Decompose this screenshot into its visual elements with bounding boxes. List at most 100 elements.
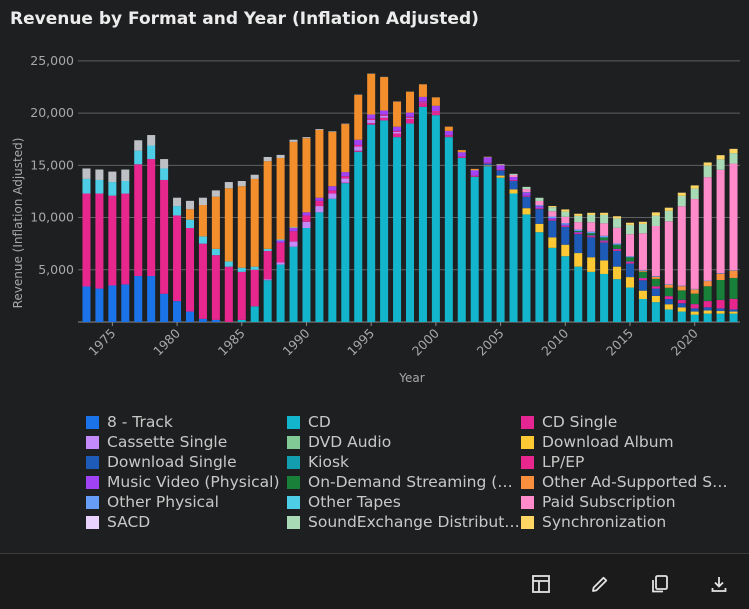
bar-segment[interactable] (496, 175, 505, 178)
bar-segment[interactable] (160, 168, 169, 180)
bar-segment[interactable] (600, 273, 609, 322)
bar-segment[interactable] (160, 159, 169, 169)
bar-stack-2006[interactable] (509, 173, 518, 322)
bar-stack-2003[interactable] (470, 168, 479, 322)
bar-segment[interactable] (690, 304, 699, 309)
bar-segment[interactable] (263, 248, 272, 251)
bar-stack-1987[interactable] (263, 156, 272, 322)
bar-stack-2013[interactable] (600, 212, 609, 322)
bar-segment[interactable] (237, 319, 246, 322)
bar-segment[interactable] (664, 207, 673, 211)
bar-segment[interactable] (638, 271, 647, 279)
bar-segment[interactable] (431, 111, 440, 113)
bar-segment[interactable] (509, 193, 518, 322)
bar-segment[interactable] (677, 285, 686, 287)
bar-stack-2001[interactable] (444, 126, 453, 322)
bar-segment[interactable] (147, 276, 156, 322)
bar-segment[interactable] (470, 168, 479, 171)
bar-segment[interactable] (380, 120, 389, 322)
bar-segment[interactable] (405, 91, 415, 113)
bar-segment[interactable] (729, 270, 738, 278)
bar-segment[interactable] (328, 131, 337, 132)
bar-stack-1997[interactable] (393, 101, 402, 322)
bar-segment[interactable] (703, 281, 712, 287)
bar-segment[interactable] (638, 269, 647, 271)
bar-segment[interactable] (600, 235, 609, 238)
bar-segment[interactable] (224, 188, 233, 262)
bar-segment[interactable] (237, 181, 246, 187)
copy-button[interactable] (648, 572, 672, 596)
bar-segment[interactable] (211, 248, 220, 256)
bar-segment[interactable] (651, 276, 660, 279)
bar-segment[interactable] (380, 115, 389, 118)
bar-segment[interactable] (587, 235, 596, 237)
bar-stack-1998[interactable] (405, 91, 415, 322)
bar-stack-2022[interactable] (716, 155, 725, 322)
bar-segment[interactable] (289, 246, 298, 322)
bar-segment[interactable] (664, 287, 673, 297)
bar-segment[interactable] (354, 151, 363, 322)
bar-segment[interactable] (341, 182, 350, 184)
bar-segment[interactable] (276, 158, 285, 240)
bar-segment[interactable] (690, 288, 699, 290)
bar-segment[interactable] (561, 256, 570, 322)
bar-stack-2014[interactable] (613, 216, 622, 322)
bar-segment[interactable] (393, 131, 402, 134)
bar-segment[interactable] (95, 193, 104, 289)
bar-segment[interactable] (729, 277, 738, 299)
bar-segment[interactable] (198, 243, 207, 319)
bar-segment[interactable] (613, 227, 622, 244)
bar-segment[interactable] (185, 209, 195, 220)
bar-segment[interactable] (470, 176, 479, 322)
download-button[interactable] (707, 572, 731, 596)
bar-segment[interactable] (574, 253, 583, 267)
bar-segment[interactable] (354, 146, 363, 151)
bar-segment[interactable] (380, 114, 389, 116)
bar-stack-2009[interactable] (548, 205, 557, 322)
bar-stack-1986[interactable] (250, 174, 259, 322)
bar-segment[interactable] (651, 288, 660, 296)
bar-segment[interactable] (677, 290, 686, 300)
bar-segment[interactable] (496, 169, 505, 171)
bar-segment[interactable] (729, 270, 738, 271)
bar-segment[interactable] (263, 250, 272, 280)
bar-segment[interactable] (509, 181, 518, 190)
bar-segment[interactable] (263, 156, 272, 162)
bar-segment[interactable] (574, 231, 583, 233)
bar-segment[interactable] (638, 299, 647, 322)
legend-item[interactable]: On-Demand Streaming (… (287, 472, 521, 492)
bar-segment[interactable] (367, 73, 376, 115)
bar-segment[interactable] (393, 126, 402, 131)
bar-segment[interactable] (638, 221, 647, 224)
bar-segment[interactable] (690, 314, 699, 322)
bar-segment[interactable] (651, 212, 660, 216)
bar-segment[interactable] (574, 232, 583, 234)
bar-segment[interactable] (354, 150, 363, 152)
bar-segment[interactable] (302, 215, 311, 222)
bar-segment[interactable] (522, 189, 531, 193)
bar-segment[interactable] (276, 240, 285, 243)
bar-segment[interactable] (496, 165, 505, 170)
bar-segment[interactable] (600, 240, 609, 242)
bar-segment[interactable] (651, 278, 660, 287)
bar-segment[interactable] (651, 302, 660, 322)
bar-segment[interactable] (185, 311, 195, 322)
bar-segment[interactable] (224, 266, 233, 322)
bar-segment[interactable] (587, 236, 596, 238)
bar-stack-1989[interactable] (289, 139, 298, 322)
bar-segment[interactable] (690, 289, 699, 294)
bar-segment[interactable] (600, 241, 609, 243)
bar-segment[interactable] (548, 237, 557, 248)
bar-segment[interactable] (600, 237, 609, 241)
bar-segment[interactable] (703, 280, 712, 282)
legend-item[interactable]: Download Album (521, 432, 733, 452)
bar-segment[interactable] (315, 128, 324, 130)
bar-segment[interactable] (574, 215, 583, 223)
bar-segment[interactable] (677, 286, 686, 291)
bar-segment[interactable] (729, 299, 738, 310)
bar-segment[interactable] (638, 223, 647, 234)
bar-segment[interactable] (548, 220, 557, 238)
legend-item[interactable]: Download Single (86, 452, 287, 472)
bar-segment[interactable] (457, 157, 466, 159)
bar-segment[interactable] (276, 154, 285, 159)
